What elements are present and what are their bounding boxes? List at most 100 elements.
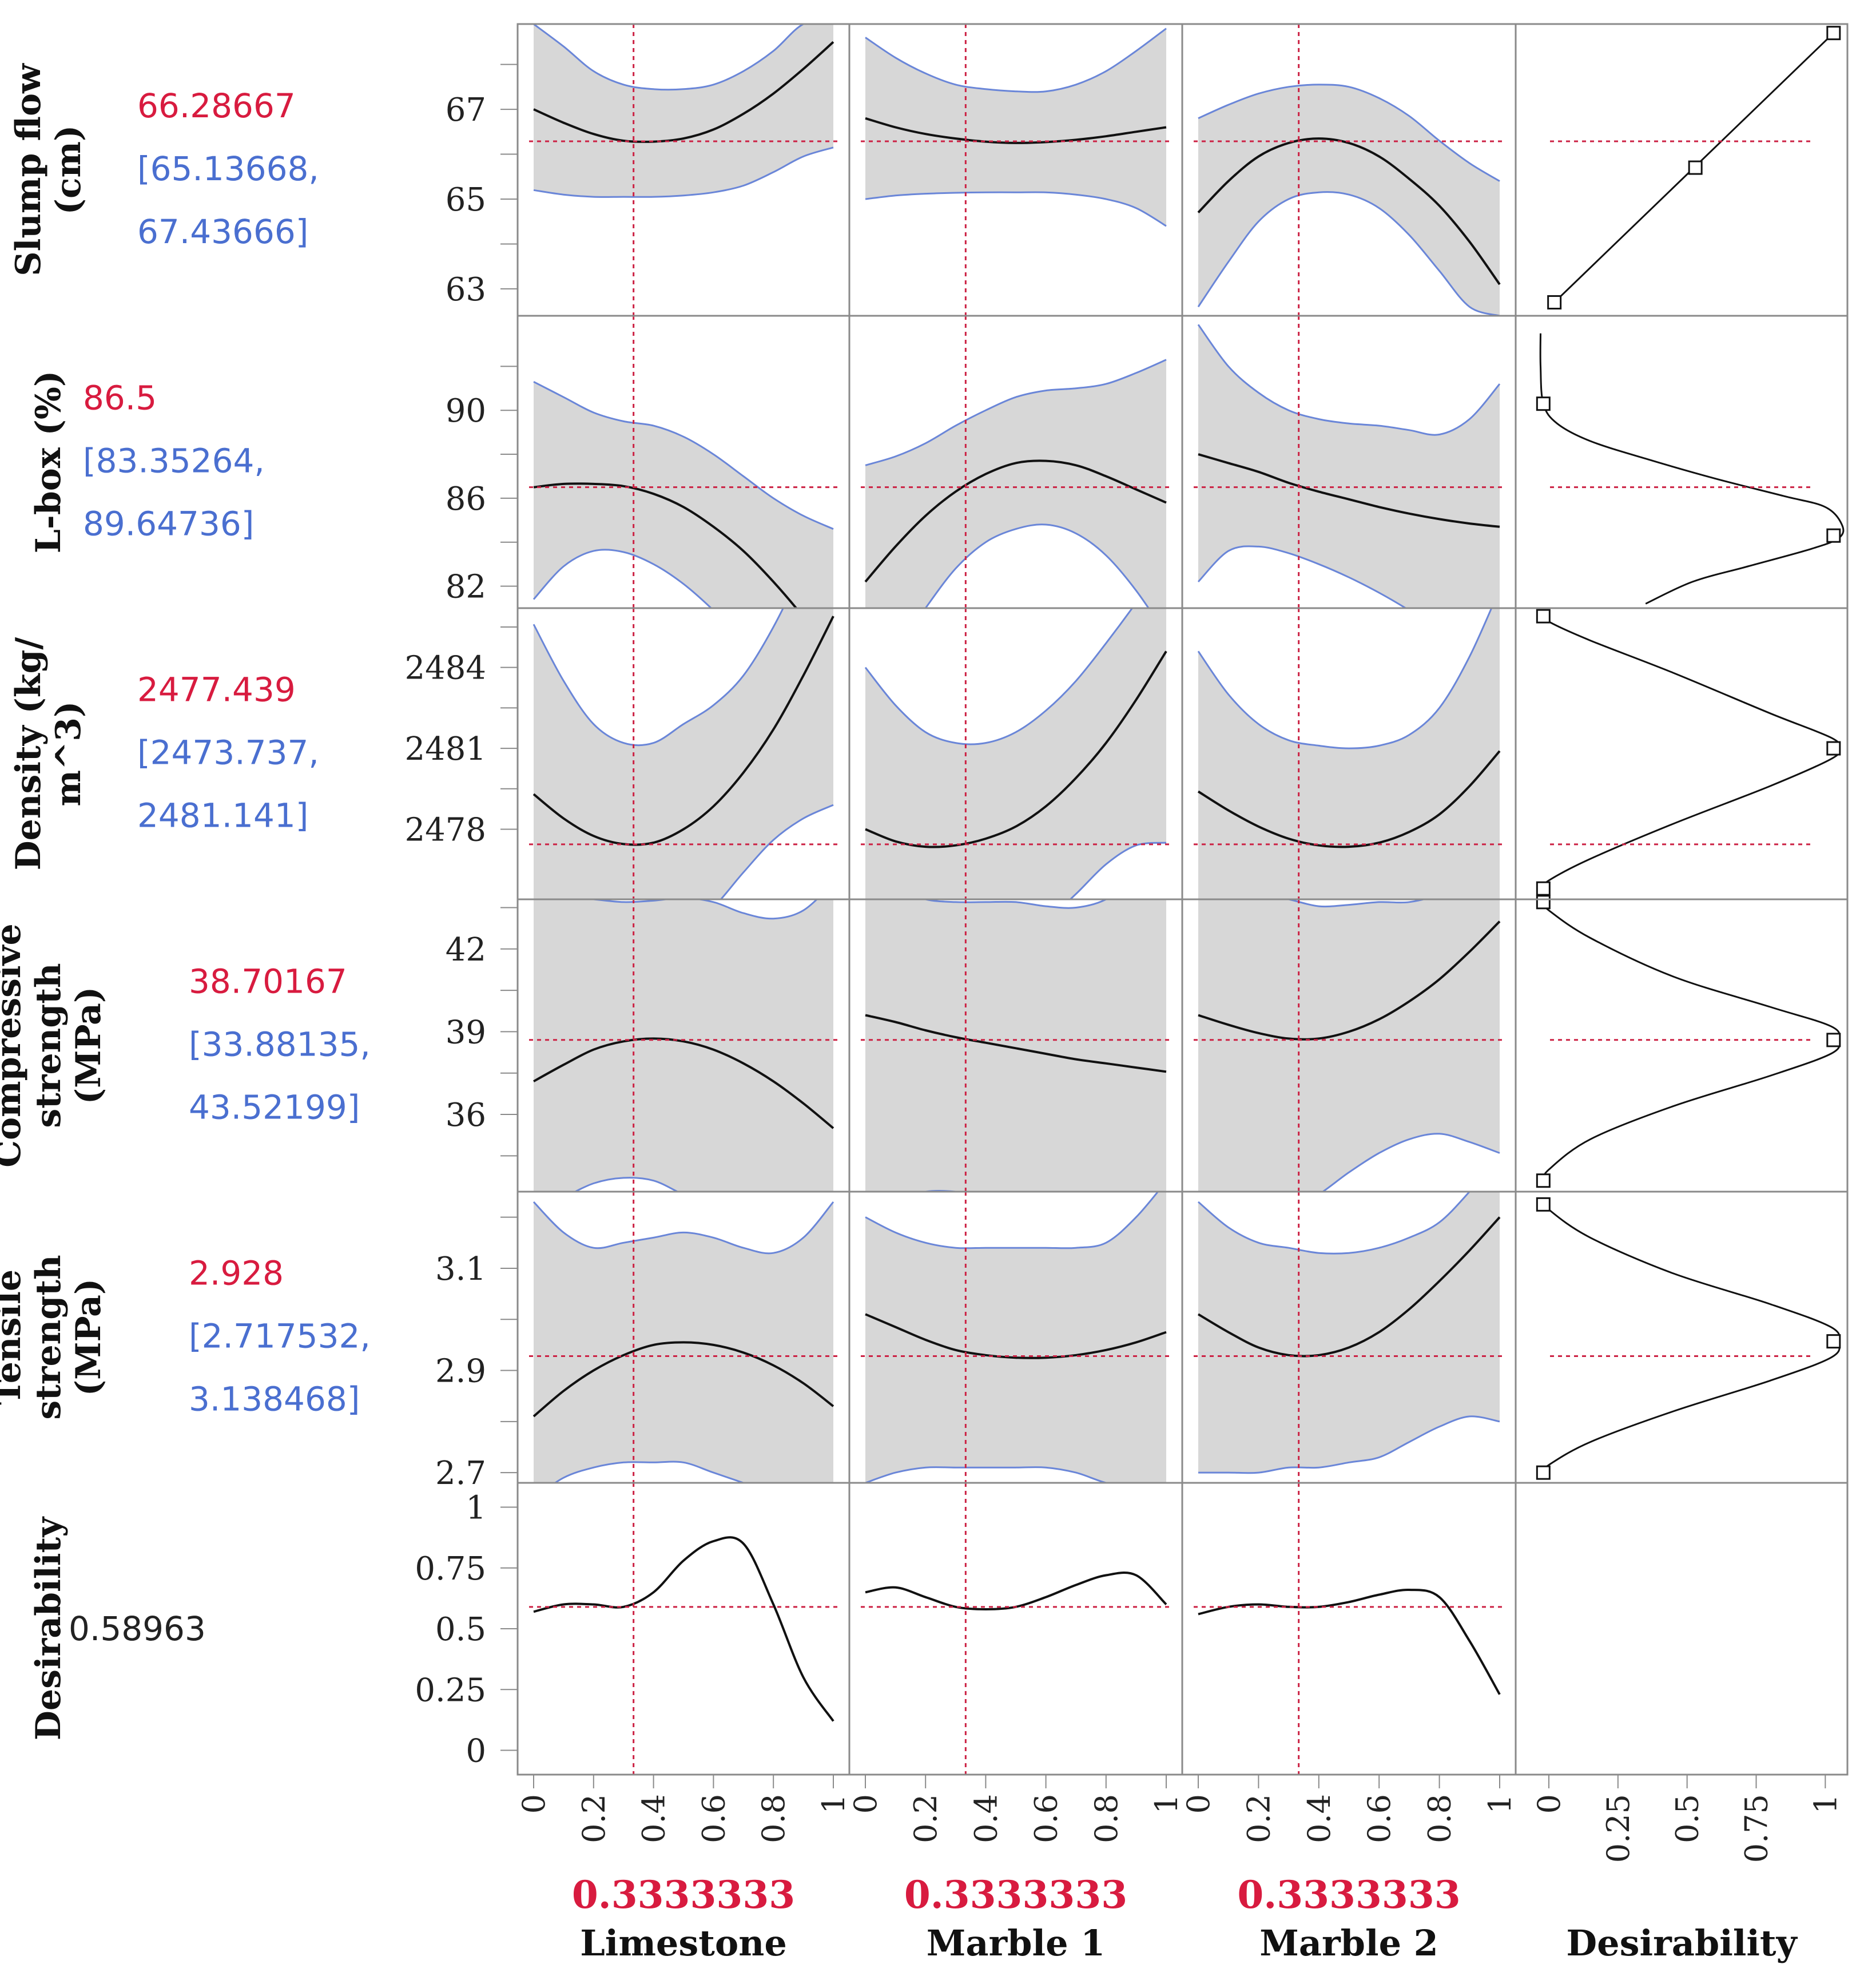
desirability-handle-compressive-strength-mpa-0[interactable] [1536,895,1551,910]
y-tick-label-density-kg-m-3-1: 2481 [404,731,486,768]
ci-band-tensile-strength-mpa-marble-2 [1198,1192,1500,1473]
x-tick-label-limestone-3: 0.6 [695,1794,732,1843]
ci-upper-line-l-box-marble-1 [865,359,1167,466]
ci-upper-line-tensile-strength-mpa-limestone [532,1201,834,1255]
x-tick-label-marble-2-5: 1 [1482,1794,1518,1814]
x-tick-label-marble-1-5: 1 [1148,1794,1185,1814]
response-name-desirability-line-0: Desirability [29,1516,69,1740]
desirability-handle-slump-flow-cm-0[interactable] [1547,295,1562,309]
y-tick-label-desirability-3: 0.75 [415,1550,486,1588]
prediction-curve-l-box-marble-2 [1198,453,1500,528]
confidence-interval-density-kg-m-3-1: 2481.141] [137,796,308,835]
desirability-handle-density-kg-m-3-2[interactable] [1536,881,1551,896]
ci-lower-line-l-box-marble-1 [924,523,1150,608]
ci-lower-line-tensile-strength-mpa-limestone [553,1461,746,1483]
confidence-interval-tensile-strength-mpa-1: 3.138468] [189,1380,360,1419]
desirability-handle-l-box-0[interactable] [1536,396,1551,411]
y-tick-label-slump-flow-cm-1: 65 [446,181,486,219]
prediction-curve-compressive-strength-mpa-marble-2 [1198,920,1501,1041]
y-tick-label-density-kg-m-3-2: 2484 [404,650,486,687]
confidence-interval-tensile-strength-mpa-0: [2.717532, [189,1317,371,1356]
x-tick-label-marble-1-0: 0 [848,1794,884,1814]
y-tick-label-compressive-strength-mpa-1: 39 [446,1014,486,1051]
prediction-curve-desirability-limestone [533,1536,834,1722]
confidence-interval-density-kg-m-3-0: [2473.737, [137,733,319,772]
confidence-interval-compressive-strength-mpa-0: [33.88135, [189,1025,371,1064]
factor-current-value-marble-2[interactable]: 0.3333333 [1237,1872,1460,1917]
prediction-curves [532,24,1845,1722]
predicted-value-desirability: 0.58963 [69,1609,206,1648]
desirability-x-tick-label-0: 0 [1531,1794,1567,1814]
desirability-function-l-box [1539,333,1845,605]
desirability-handle-compressive-strength-mpa-2[interactable] [1536,1173,1551,1188]
desirability-handle-density-kg-m-3-1[interactable] [1826,741,1841,756]
ci-upper-line-slump-flow-cm-marble-2 [1198,84,1500,182]
prediction-curve-tensile-strength-mpa-marble-2 [1197,1216,1501,1358]
desirability-handle-tensile-strength-mpa-0[interactable] [1536,1197,1551,1212]
desirability-handle-slump-flow-cm-1[interactable] [1688,160,1703,175]
factor-current-value-limestone[interactable]: 0.3333333 [572,1872,795,1917]
factor-name-limestone: Limestone [580,1922,787,1964]
x-tick-label-marble-2-4: 0.8 [1422,1794,1458,1843]
x-tick-label-limestone-0: 0 [516,1794,552,1814]
axes: 63 65 67 82 86 90 2478 2481 2484 36 39 42 2.7 2.9 3.1 0… [404,64,1843,1863]
factor-name-marble-2: Marble 2 [1259,1922,1438,1964]
x-tick-label-marble-1-3: 0.6 [1028,1794,1064,1843]
ci-lower-line-density-kg-m-3-limestone [720,804,834,899]
ci-band-tensile-strength-mpa-marble-1 [865,1192,1166,1483]
desirability-handle-compressive-strength-mpa-1[interactable] [1826,1033,1841,1047]
x-tick-label-marble-2-0: 0 [1181,1794,1217,1814]
x-tick-label-marble-2-2: 0.4 [1301,1794,1337,1843]
ci-upper-line-compressive-strength-mpa-marble-1 [922,899,1108,909]
ci-lower-line-tensile-strength-mpa-marble-1 [865,1466,1110,1483]
x-tick-label-marble-2-3: 0.6 [1361,1794,1397,1843]
ci-lower-line-slump-flow-cm-marble-1 [865,191,1167,227]
y-tick-label-compressive-strength-mpa-0: 36 [446,1097,486,1134]
ci-lower-line-compressive-strength-mpa-limestone [573,1177,679,1192]
y-tick-label-slump-flow-cm-0: 63 [446,271,486,308]
response-labels: Slump flow (cm) 66.28667 [65.13668, 67.43666… [0,63,371,1740]
desirability-handle-tensile-strength-mpa-1[interactable] [1826,1334,1841,1349]
predicted-value-compressive-strength-mpa: 38.70167 [189,962,347,1001]
desirability-x-tick-label-2: 0.5 [1670,1794,1706,1843]
ci-upper-line-density-kg-m-3-marble-1 [864,608,1134,745]
y-tick-label-desirability-1: 0.25 [415,1672,486,1709]
ci-band-slump-flow-cm-limestone [534,24,833,197]
x-tick-label-marble-1-2: 0.4 [968,1794,1004,1843]
ci-lower-line-l-box-marble-2 [1197,545,1408,608]
y-tick-label-compressive-strength-mpa-2: 42 [446,931,486,969]
x-tick-label-limestone-4: 0.8 [756,1794,792,1843]
ci-band-compressive-strength-mpa-limestone [534,899,833,1192]
crosshairs [529,24,1813,1775]
desirability-x-tick-label-1: 0.25 [1600,1794,1636,1863]
response-name-density-kg-m-3-line-0: Density (kg/ [9,637,49,871]
desirability-handle-slump-flow-cm-2[interactable] [1826,26,1841,41]
response-name-compressive-strength-mpa-line-1: strength [29,963,69,1128]
prediction-curve-desirability-marble-2 [1198,1588,1501,1695]
ci-band-l-box-marble-1 [865,359,1166,608]
ci-upper-line-compressive-strength-mpa-limestone [584,899,818,920]
desirability-handle-density-kg-m-3-0[interactable] [1536,609,1551,624]
desirability-handle-tensile-strength-mpa-2[interactable] [1536,1465,1551,1480]
confidence-interval-compressive-strength-mpa-1: 43.52199] [189,1088,360,1127]
prediction-curve-l-box-marble-1 [864,459,1167,583]
y-tick-label-desirability-0: 0 [466,1733,486,1770]
ci-upper-line-l-box-marble-2 [1197,324,1501,436]
prediction-curve-tensile-strength-mpa-marble-1 [865,1313,1167,1359]
desirability-handle-l-box-1[interactable] [1826,528,1841,543]
response-name-compressive-strength-mpa-line-2: (MPa) [69,987,109,1105]
predicted-value-slump-flow-cm: 66.28667 [137,86,296,125]
ci-lower-line-slump-flow-cm-marble-2 [1197,191,1500,316]
y-tick-label-l-box-2: 90 [446,392,486,430]
ci-band-slump-flow-cm-marble-2 [1198,84,1500,316]
factor-labels: 0.3333333 Limestone 0.3333333 Marble 1 0.333… [572,1872,1798,1964]
prediction-curve-compressive-strength-mpa-marble-1 [865,1014,1167,1073]
response-name-tensile-strength-mpa-line-1: strength [29,1255,69,1419]
factor-current-value-marble-1[interactable]: 0.3333333 [904,1872,1127,1917]
factor-name-marble-1: Marble 1 [927,1922,1106,1964]
ci-upper-line-slump-flow-cm-limestone [533,24,806,91]
response-name-l-box-line-0: L-box (%) [29,371,69,554]
desirability-axis-title: Desirability [1566,1922,1798,1964]
confidence-interval-slump-flow-cm-0: [65.13668, [137,149,319,188]
ci-band-compressive-strength-mpa-marble-1 [865,899,1166,1192]
